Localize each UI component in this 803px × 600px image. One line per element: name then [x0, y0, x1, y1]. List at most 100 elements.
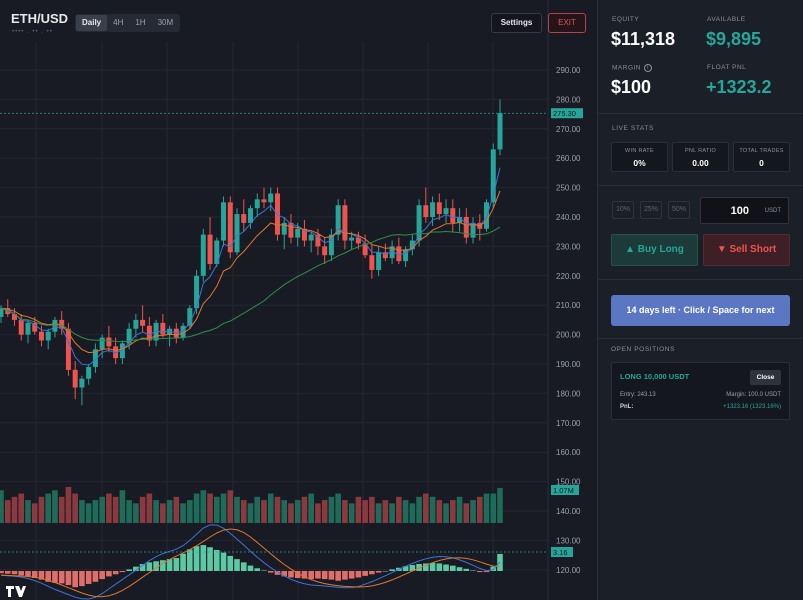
macd-bar: [234, 559, 240, 571]
volume-bar: [4, 500, 11, 523]
volume-bar: [200, 490, 207, 523]
volume-bar: [227, 490, 234, 523]
ma-mid-line: [0, 190, 501, 354]
candle-body: [308, 234, 314, 241]
candle-body: [268, 193, 274, 203]
macd-bar: [31, 571, 38, 579]
candle-body: [221, 202, 227, 241]
volume-bar: [416, 496, 422, 523]
macd-bar: [355, 571, 362, 578]
macd-bar: [65, 571, 72, 586]
live-stats-title: LIVE STATS: [612, 125, 654, 132]
y-tick-label: 150.00: [556, 478, 581, 487]
pct-25-button[interactable]: 25%: [640, 201, 662, 219]
candle-body: [92, 349, 98, 367]
position-pnl-value: +1323.16 (1323.16%): [723, 404, 781, 410]
candle-body: [18, 319, 24, 335]
macd-bar: [133, 566, 139, 571]
timeframe-daily[interactable]: Daily: [76, 15, 108, 31]
volume-bar: [348, 503, 355, 523]
candle-body: [65, 328, 71, 370]
pct-50-button[interactable]: 50%: [668, 201, 690, 219]
candle-body: [490, 149, 496, 203]
y-tick-label: 180.00: [556, 389, 581, 398]
exit-button[interactable]: EXIT: [548, 13, 586, 33]
divider: [598, 185, 803, 186]
volume-bar: [301, 496, 308, 523]
macd-bar: [294, 571, 301, 579]
settings-button[interactable]: Settings: [491, 13, 542, 33]
macd-bar: [429, 562, 436, 571]
candle-body: [396, 246, 402, 262]
tradingview-logo: [6, 586, 26, 597]
volume-bar: [483, 493, 490, 523]
volume-bar: [72, 493, 78, 523]
volume-bar: [193, 493, 200, 523]
timeframe-30m[interactable]: 30M: [157, 18, 174, 27]
info-icon[interactable]: i: [644, 64, 652, 72]
macd-bar: [416, 563, 422, 571]
candle-body: [45, 331, 51, 341]
macd-bar: [200, 545, 207, 571]
price-chart[interactable]: 290.00 280.00 270.00 260.00 250.00 240.00 230.…: [0, 0, 597, 600]
margin-label-text: MARGIN: [612, 64, 641, 72]
volume-bar: [429, 496, 436, 523]
buy-long-button[interactable]: ▲ Buy Long: [611, 234, 698, 266]
close-position-button[interactable]: Close: [750, 370, 781, 385]
y-tick-label: 200.00: [556, 331, 581, 340]
amount-unit: USDT: [764, 208, 781, 214]
volume-bar: [58, 496, 65, 523]
y-tick-label: 160.00: [556, 448, 581, 457]
sell-short-button[interactable]: ▼ Sell Short: [703, 234, 790, 266]
volume-bar: [355, 496, 362, 523]
volume-bar: [119, 490, 126, 523]
stat-pnl-ratio-label: PNL RATIO: [684, 148, 717, 154]
candle-body: [409, 240, 415, 250]
chart-area[interactable]: 290.00 280.00 270.00 260.00 250.00 240.00 230.…: [0, 0, 597, 600]
logo-mark: [15, 586, 26, 597]
candle-body: [113, 346, 119, 359]
timeframe-1h[interactable]: 1H: [135, 18, 146, 27]
candle-body: [72, 369, 78, 388]
position-pnl-label: PnL:: [620, 404, 634, 410]
candle-body: [470, 222, 476, 238]
macd-bar: [375, 571, 382, 573]
timeframe-4h[interactable]: 4H: [113, 18, 124, 27]
candle-body: [416, 205, 422, 241]
last-price-label: 275.30: [553, 109, 576, 118]
signal-line: [0, 528, 501, 598]
macd-bar: [308, 571, 314, 580]
macd-bar: [301, 571, 308, 579]
macd-label: 3.16: [553, 548, 568, 557]
volume-bar: [267, 493, 274, 523]
position-margin: Margin: 100.0 USDT: [726, 392, 781, 398]
macd-bar: [0, 571, 4, 574]
macd-bar: [281, 571, 288, 577]
candle-body: [214, 240, 220, 265]
volume-bar: [25, 500, 31, 523]
volume-bar: [436, 500, 443, 523]
volume-bar: [0, 490, 4, 523]
divider: [597, 279, 803, 280]
y-tick-label: 190.00: [556, 360, 581, 369]
amount-input[interactable]: 100 USDT: [700, 197, 789, 224]
position-entry: Entry: 243.13: [620, 392, 656, 398]
stat-win-rate-label: WIN RATE: [625, 148, 654, 154]
pct-10-button[interactable]: 10%: [612, 201, 634, 219]
macd-bar: [193, 546, 200, 571]
y-tick-label: 280.00: [556, 95, 581, 104]
macd-bar: [187, 549, 193, 571]
volume-bar: [409, 503, 416, 523]
candle-body: [484, 202, 490, 229]
macd-bar: [449, 565, 456, 571]
volume-bar: [443, 503, 449, 523]
macd-bar: [45, 571, 52, 582]
macd-bar: [436, 563, 443, 571]
volume-bar: [234, 496, 240, 523]
candle-body: [241, 214, 247, 223]
next-day-button[interactable]: 14 days left · Click / Space for next: [611, 295, 790, 326]
candle-body: [25, 322, 31, 335]
y-tick-label: 120.00: [556, 566, 581, 575]
candle-body: [140, 319, 146, 326]
amount-value[interactable]: 100: [730, 205, 749, 217]
